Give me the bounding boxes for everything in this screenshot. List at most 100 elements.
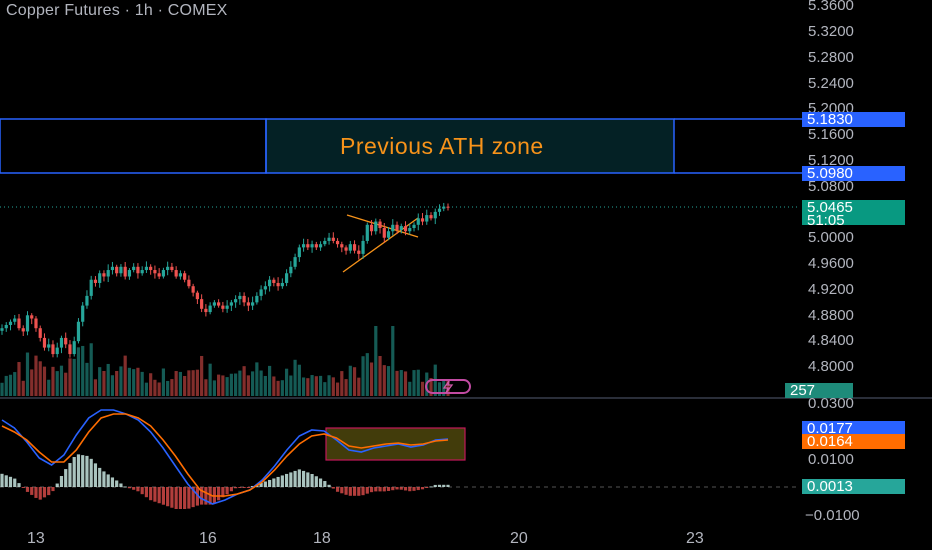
- histogram-bar: [289, 472, 293, 487]
- histogram-bar: [17, 483, 21, 487]
- candle-body: [276, 282, 280, 287]
- histogram-bar: [21, 487, 25, 488]
- volume-bar: [225, 377, 229, 396]
- candle-body: [284, 273, 289, 283]
- volume-bar: [335, 382, 340, 396]
- candle-body: [399, 226, 403, 230]
- histogram-bar: [331, 487, 335, 489]
- histogram-bar: [170, 487, 174, 508]
- histogram-bar: [38, 487, 42, 500]
- histogram-bar: [433, 484, 437, 487]
- histogram-bar: [310, 473, 314, 487]
- volume-bar: [157, 382, 161, 396]
- histogram-bar: [221, 487, 225, 498]
- volume-bar: [161, 368, 166, 396]
- volume-bar: [378, 356, 382, 396]
- macd-badge: 0.0177: [802, 421, 905, 436]
- histogram-bar: [183, 487, 187, 509]
- histogram-bar: [327, 484, 331, 487]
- volume-bar: [0, 382, 4, 396]
- candle-body: [149, 266, 153, 271]
- macd-line: [1, 409, 449, 505]
- candle-body: [191, 286, 195, 293]
- volume-bar: [327, 375, 331, 396]
- candle-body: [357, 250, 361, 254]
- histogram-bar: [8, 476, 13, 487]
- volume-bar: [301, 377, 306, 396]
- flash-icon[interactable]: [425, 379, 471, 394]
- candle-body: [268, 279, 272, 287]
- candle-body: [93, 279, 98, 283]
- candle-body: [378, 221, 382, 229]
- candle-body: [382, 228, 386, 238]
- histogram-bar: [314, 476, 318, 487]
- volume-bar: [13, 372, 17, 396]
- candle-body: [374, 221, 378, 232]
- candle-body: [42, 337, 47, 348]
- histogram-bar: [348, 487, 352, 496]
- volume-bar: [361, 356, 365, 396]
- histogram-bar: [123, 486, 127, 488]
- candle-body: [323, 240, 327, 245]
- volume-bar: [42, 366, 47, 396]
- price-tick: 5.3200: [808, 23, 854, 40]
- candle-body: [21, 328, 25, 332]
- histogram-bar: [408, 487, 412, 492]
- histogram-bar: [361, 487, 365, 496]
- candle-body: [38, 328, 42, 338]
- ath-zone-box[interactable]: [265, 118, 675, 174]
- candle-body: [178, 273, 182, 277]
- volume-bar: [106, 363, 110, 396]
- candle-body: [289, 266, 293, 274]
- volume-bar: [382, 365, 386, 396]
- histogram-bar: [217, 487, 221, 501]
- price-tick: 4.8800: [808, 307, 854, 324]
- volume-bar: [93, 379, 98, 396]
- histogram-bar: [293, 470, 297, 487]
- candle-body: [34, 318, 38, 329]
- histogram-bar: [416, 487, 420, 491]
- candle-body: [200, 299, 204, 309]
- macd-histogram: [0, 454, 450, 509]
- histogram-bar: [98, 467, 102, 487]
- candle-body: [47, 344, 51, 348]
- histogram-bar: [119, 483, 123, 487]
- histogram-bar: [59, 476, 64, 487]
- triangle-upper-line[interactable]: [346, 214, 419, 238]
- candle-body: [0, 328, 4, 331]
- volume-bar: [115, 370, 119, 396]
- histogram-bar: [446, 484, 450, 487]
- time-tick: 20: [510, 530, 528, 547]
- macd-tick: 0.0300: [808, 395, 854, 412]
- volume-bar: [191, 370, 195, 396]
- volume-bar: [357, 377, 361, 396]
- price-tick: 4.9600: [808, 255, 854, 272]
- histogram-bar: [437, 484, 442, 487]
- volume-bar: [178, 371, 182, 396]
- candle-body: [98, 273, 102, 283]
- histogram-bar: [72, 457, 76, 487]
- candle-body: [442, 206, 446, 209]
- histogram-bar: [166, 487, 170, 507]
- volume-bar: [153, 379, 157, 396]
- candle-body: [306, 244, 310, 248]
- volume-bar: [344, 379, 348, 396]
- candle-body: [25, 315, 30, 332]
- ath-zone-label[interactable]: Previous ATH zone: [340, 133, 544, 159]
- histogram-bar: [425, 487, 429, 488]
- candle-body: [255, 295, 259, 303]
- volume-bar: [174, 371, 178, 396]
- histogram-bar: [13, 478, 17, 487]
- candle-body: [446, 206, 450, 208]
- candle-body: [352, 244, 357, 251]
- ath-zone-left[interactable]: [0, 118, 267, 174]
- histogram-bar: [34, 487, 38, 498]
- candle-body: [433, 211, 437, 219]
- histogram-bar: [268, 479, 272, 487]
- volume-bar: [204, 379, 208, 396]
- volume-bar: [51, 366, 55, 396]
- candle-body: [263, 286, 267, 290]
- candle-body: [301, 244, 306, 248]
- histogram-bar: [365, 487, 369, 494]
